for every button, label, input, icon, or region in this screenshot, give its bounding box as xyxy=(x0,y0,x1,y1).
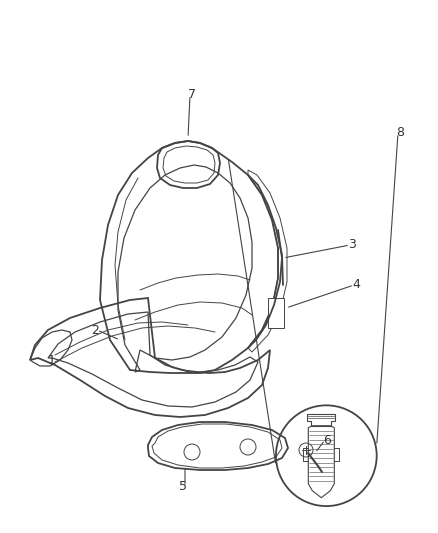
Text: 3: 3 xyxy=(348,238,356,252)
Text: 4: 4 xyxy=(352,279,360,292)
Text: 8: 8 xyxy=(396,126,404,140)
Text: 1: 1 xyxy=(48,353,56,367)
Text: 5: 5 xyxy=(179,481,187,494)
Text: 7: 7 xyxy=(188,88,196,101)
Bar xyxy=(268,298,284,328)
Text: 2: 2 xyxy=(91,324,99,336)
Text: 6: 6 xyxy=(323,433,331,447)
